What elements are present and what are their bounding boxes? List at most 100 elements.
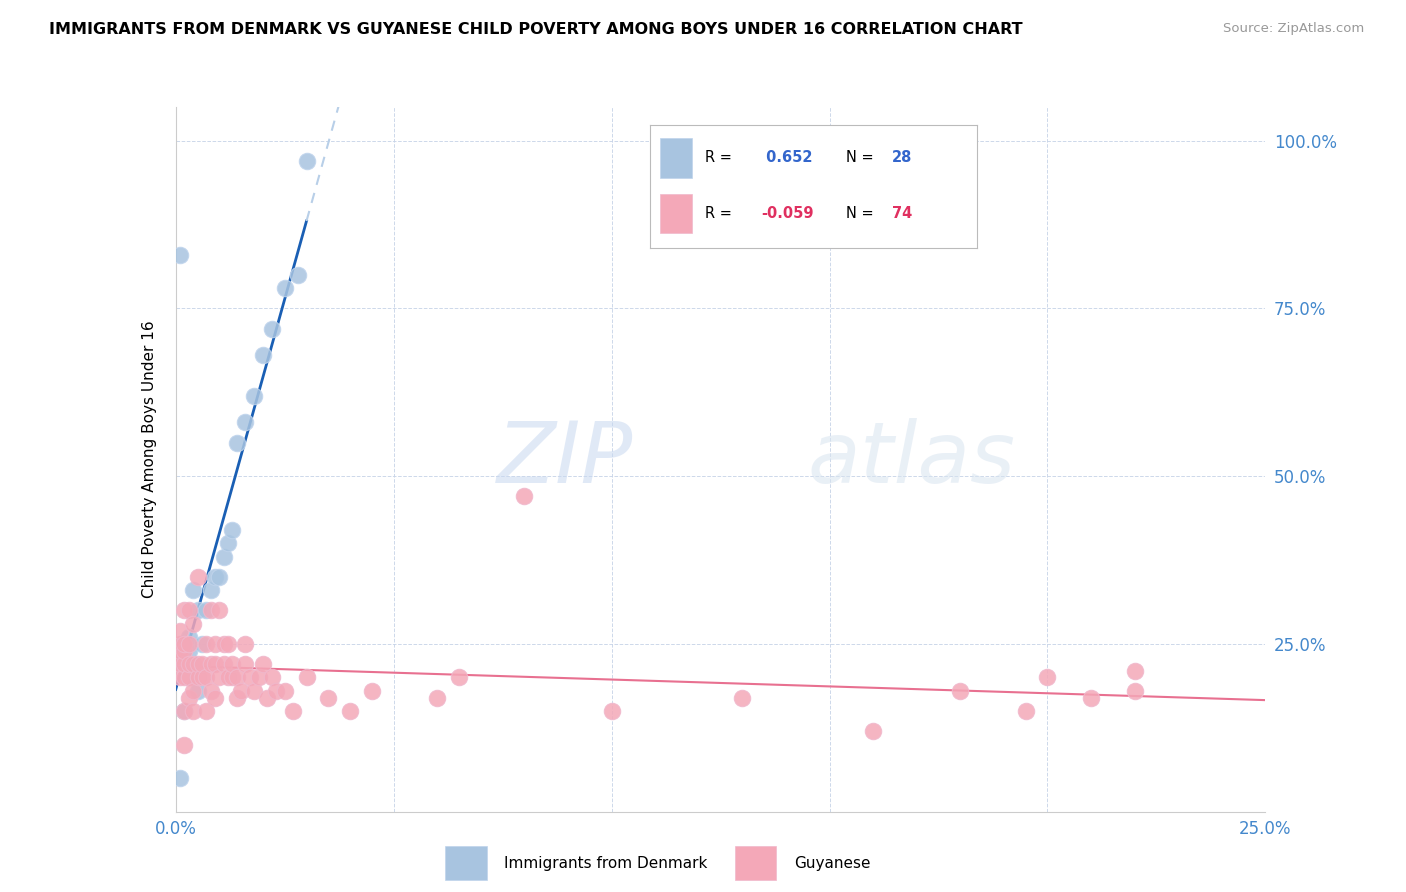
Point — [186, 570, 209, 584]
Point — [173, 603, 195, 617]
Point — [235, 637, 257, 651]
Point — [173, 637, 195, 651]
Point — [243, 389, 266, 403]
Point — [1080, 690, 1102, 705]
Point — [208, 570, 231, 584]
Point — [200, 603, 222, 617]
Point — [173, 738, 195, 752]
Point — [173, 704, 195, 718]
Point — [221, 657, 243, 671]
Point — [177, 671, 200, 685]
Point — [600, 704, 623, 718]
Point — [169, 637, 191, 651]
Point — [173, 671, 195, 685]
Point — [225, 671, 247, 685]
Point — [217, 671, 239, 685]
Text: ZIP: ZIP — [498, 417, 633, 501]
Point — [260, 321, 283, 335]
Text: IMMIGRANTS FROM DENMARK VS GUYANESE CHILD POVERTY AMONG BOYS UNDER 16 CORRELATIO: IMMIGRANTS FROM DENMARK VS GUYANESE CHIL… — [49, 22, 1022, 37]
Point — [177, 690, 200, 705]
Point — [195, 637, 218, 651]
Point — [195, 704, 218, 718]
Point — [1123, 684, 1146, 698]
Point — [513, 489, 536, 503]
Point — [191, 637, 214, 651]
Point — [1015, 704, 1038, 718]
Point — [862, 724, 884, 739]
Point — [181, 704, 204, 718]
Point — [173, 657, 195, 671]
Bar — [735, 846, 776, 880]
Point — [204, 690, 226, 705]
Point — [252, 657, 274, 671]
Point — [208, 671, 231, 685]
Point — [295, 153, 318, 168]
Point — [186, 657, 209, 671]
Point — [212, 657, 235, 671]
Point — [177, 643, 200, 657]
Point — [217, 536, 239, 550]
Point — [221, 523, 243, 537]
Point — [256, 690, 278, 705]
Point — [169, 650, 191, 665]
Point — [186, 684, 209, 698]
Point — [200, 657, 222, 671]
Point — [195, 603, 218, 617]
Point — [235, 657, 257, 671]
Point — [447, 671, 470, 685]
Point — [173, 704, 195, 718]
Text: atlas: atlas — [807, 417, 1015, 501]
Point — [204, 570, 226, 584]
Point — [177, 657, 200, 671]
Point — [208, 603, 231, 617]
Point — [191, 671, 214, 685]
Point — [225, 435, 247, 450]
Point — [231, 684, 253, 698]
Point — [181, 657, 204, 671]
Point — [181, 684, 204, 698]
Point — [169, 624, 191, 638]
Point — [239, 671, 262, 685]
Point — [1123, 664, 1146, 678]
Point — [252, 348, 274, 362]
Point — [200, 684, 222, 698]
Point — [181, 583, 204, 598]
Point — [186, 671, 209, 685]
Point — [274, 281, 297, 295]
Point — [731, 690, 754, 705]
Point — [200, 583, 222, 598]
Point — [212, 637, 235, 651]
Point — [318, 690, 340, 705]
Point — [169, 671, 191, 685]
Point — [225, 690, 247, 705]
Text: Immigrants from Denmark: Immigrants from Denmark — [505, 855, 707, 871]
Point — [169, 248, 191, 262]
Point — [186, 603, 209, 617]
Point — [181, 657, 204, 671]
Point — [177, 603, 200, 617]
Point — [1036, 671, 1059, 685]
Point — [247, 671, 270, 685]
Point — [243, 684, 266, 698]
Point — [260, 671, 283, 685]
Point — [177, 671, 200, 685]
Point — [195, 671, 218, 685]
Point — [217, 637, 239, 651]
Point — [177, 637, 200, 651]
Text: Guyanese: Guyanese — [794, 855, 870, 871]
Point — [360, 684, 382, 698]
Point — [169, 771, 191, 785]
Point — [169, 657, 191, 671]
Point — [287, 268, 309, 282]
Point — [949, 684, 972, 698]
Point — [221, 671, 243, 685]
Point — [204, 657, 226, 671]
Text: Source: ZipAtlas.com: Source: ZipAtlas.com — [1223, 22, 1364, 36]
Point — [169, 643, 191, 657]
Point — [181, 616, 204, 631]
Point — [177, 630, 200, 644]
Point — [191, 657, 214, 671]
Point — [173, 657, 195, 671]
Point — [212, 549, 235, 564]
Point — [173, 637, 195, 651]
